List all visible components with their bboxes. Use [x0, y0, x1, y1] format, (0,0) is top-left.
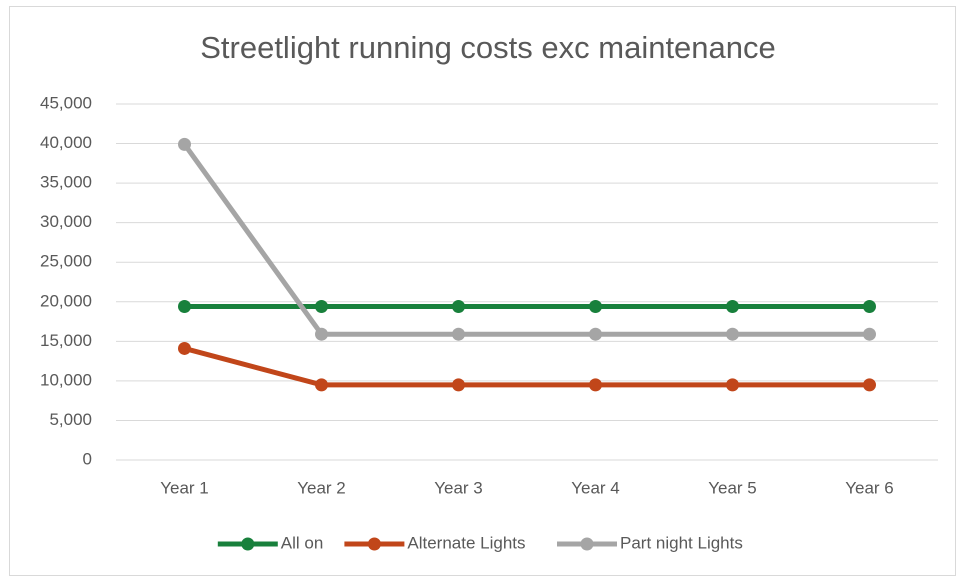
data-point	[589, 327, 602, 341]
data-point	[726, 300, 739, 314]
y-tick-label: 45,000	[40, 93, 92, 112]
data-point	[315, 300, 328, 314]
x-tick-label: Year 5	[708, 478, 757, 497]
data-point	[726, 378, 739, 392]
y-tick-label: 15,000	[40, 331, 92, 350]
y-tick-label: 5,000	[49, 410, 92, 429]
legend-marker	[241, 537, 255, 551]
series-line	[182, 142, 870, 337]
x-tick-label: Year 2	[297, 478, 346, 497]
x-tick-label: Year 4	[571, 478, 620, 497]
chart-title: Streetlight running costs exc maintenanc…	[200, 30, 776, 65]
data-point	[315, 327, 328, 341]
legend-label: Alternate Lights	[407, 533, 525, 552]
legend-marker	[367, 537, 381, 551]
data-point	[178, 300, 191, 314]
y-tick-label: 30,000	[40, 212, 92, 231]
data-point	[589, 378, 602, 392]
y-tick-label: 0	[83, 449, 92, 468]
data-point	[589, 300, 602, 314]
legend-label: All on	[281, 533, 324, 552]
x-tick-label: Year 1	[160, 478, 209, 497]
x-tick-label: Year 6	[845, 478, 894, 497]
chart-border	[9, 6, 956, 576]
data-point	[315, 378, 328, 392]
data-point	[726, 327, 739, 341]
data-point	[452, 327, 465, 341]
data-point	[863, 378, 876, 392]
data-point	[178, 341, 191, 355]
y-tick-label: 25,000	[40, 252, 92, 271]
data-point	[452, 378, 465, 392]
data-point	[452, 300, 465, 314]
legend-label: Part night Lights	[620, 533, 743, 552]
y-tick-label: 35,000	[40, 173, 92, 192]
data-point	[178, 137, 191, 151]
x-tick-label: Year 3	[434, 478, 483, 497]
y-tick-label: 40,000	[40, 133, 92, 152]
data-point	[863, 300, 876, 314]
legend-marker	[580, 537, 594, 551]
y-tick-label: 10,000	[40, 370, 92, 389]
y-tick-label: 20,000	[40, 291, 92, 310]
data-point	[863, 327, 876, 341]
series-line	[183, 346, 870, 388]
